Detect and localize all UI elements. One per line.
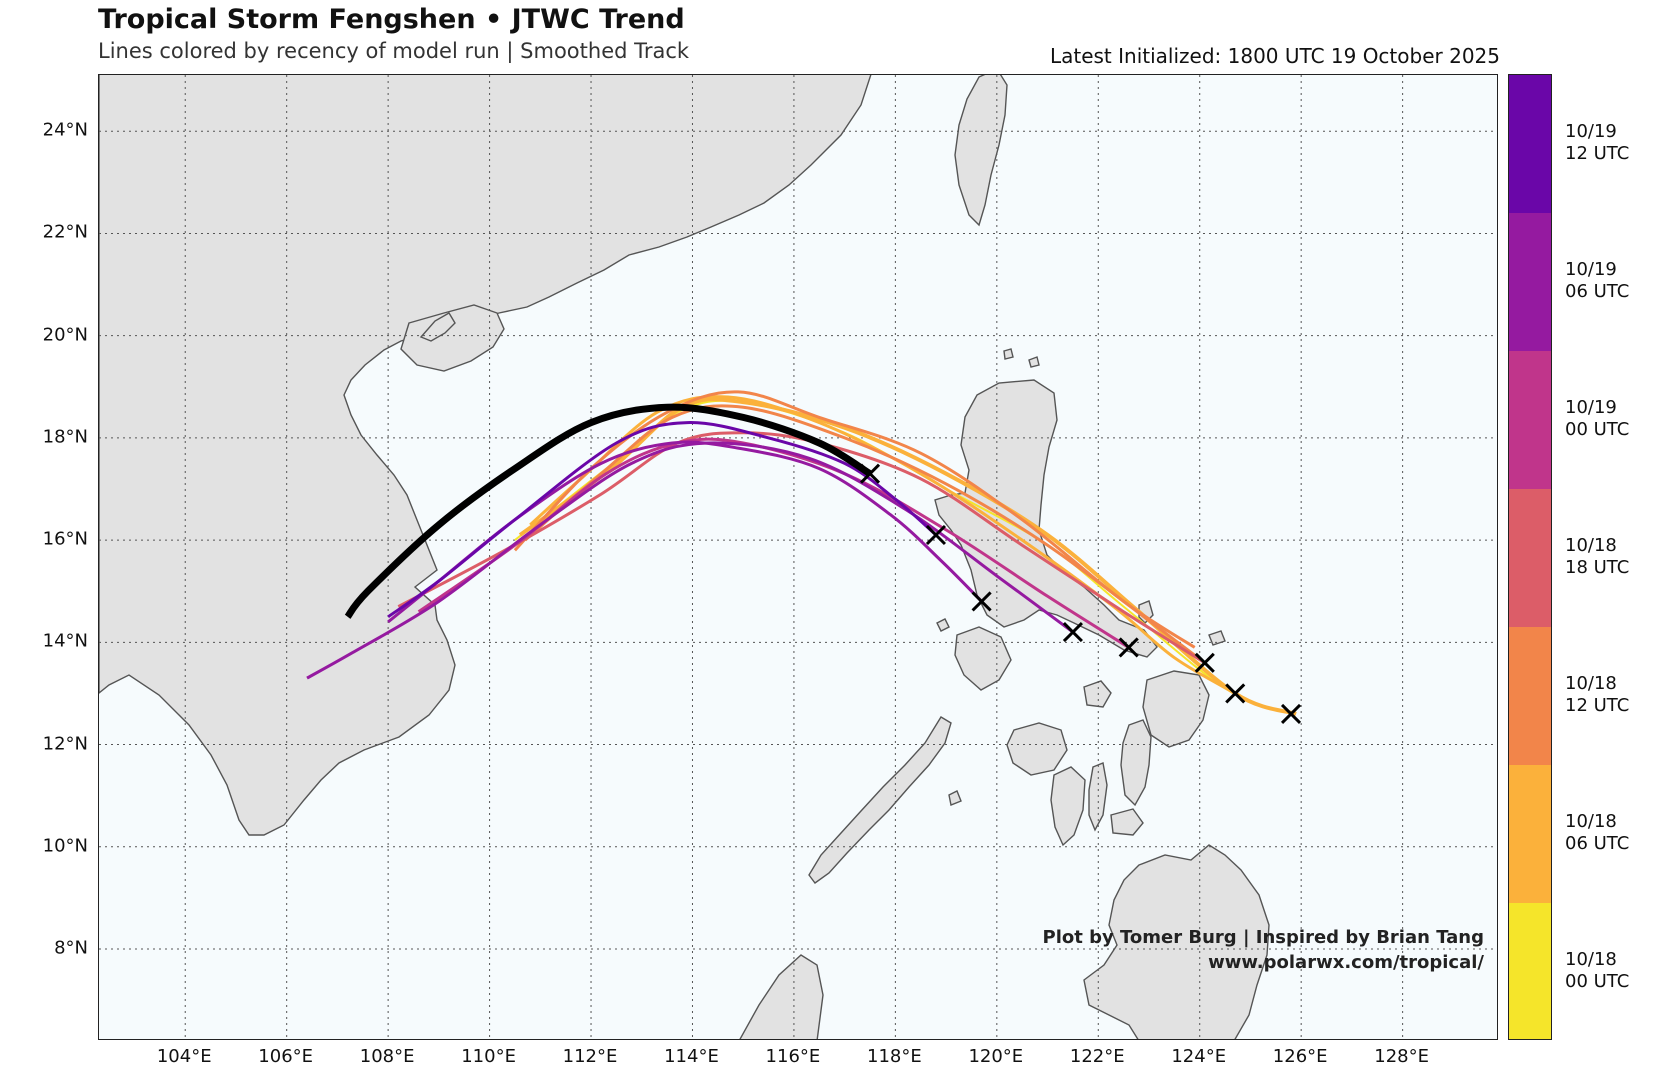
colorbar-segment bbox=[1509, 489, 1551, 628]
latitude-label: 20°N bbox=[42, 324, 88, 346]
panay-island bbox=[1006, 722, 1068, 776]
mindanao-island bbox=[1083, 844, 1270, 1039]
longitude-label: 124°E bbox=[1171, 1046, 1227, 1067]
latitude-label: 8°N bbox=[54, 937, 88, 959]
position-x-marker bbox=[1280, 703, 1302, 724]
colorbar-label: 10/18 06 UTC bbox=[1565, 811, 1629, 855]
colorbar-segment bbox=[1509, 765, 1551, 904]
latitude-label: 12°N bbox=[42, 733, 88, 755]
longitude-label: 108°E bbox=[359, 1046, 415, 1067]
latitude-label: 18°N bbox=[42, 426, 88, 448]
longitude-label: 122°E bbox=[1069, 1046, 1125, 1067]
map-canvas bbox=[99, 75, 1497, 1039]
colorbar-label: 10/19 00 UTC bbox=[1565, 397, 1629, 441]
small-island bbox=[1208, 630, 1226, 646]
latitude-label: 14°N bbox=[42, 630, 88, 652]
colorbar-date: 10/19 bbox=[1565, 259, 1617, 280]
leizhou-peninsula bbox=[419, 312, 456, 342]
colorbar-time: 00 UTC bbox=[1565, 419, 1630, 440]
credit-url: www.polarwx.com/tropical/ bbox=[1208, 952, 1484, 973]
negros-island bbox=[1050, 766, 1086, 847]
model-track-line bbox=[306, 441, 1074, 680]
credit-line: Plot by Tomer Burg | Inspired by Brian T… bbox=[1042, 927, 1484, 948]
colorbar-segment bbox=[1509, 903, 1551, 1039]
taiwan-island bbox=[954, 75, 1008, 227]
colorbar-time: 06 UTC bbox=[1565, 281, 1630, 302]
colorbar-label: 10/18 00 UTC bbox=[1565, 949, 1629, 993]
small-island bbox=[948, 790, 962, 806]
samar-island bbox=[1142, 670, 1210, 748]
model-track-line bbox=[387, 421, 937, 619]
model-track-line bbox=[344, 403, 872, 619]
colorbar-label: 10/19 12 UTC bbox=[1565, 121, 1629, 165]
colorbar-time: 12 UTC bbox=[1565, 143, 1630, 164]
small-island bbox=[1003, 348, 1014, 360]
latitude-label: 22°N bbox=[42, 221, 88, 243]
latest-initialized: Latest Initialized: 1800 UTC 19 October … bbox=[1049, 44, 1500, 68]
colorbar-date: 10/19 bbox=[1565, 121, 1617, 142]
colorbar-date: 10/18 bbox=[1565, 673, 1617, 694]
longitude-label: 126°E bbox=[1272, 1046, 1328, 1067]
colorbar-time: 18 UTC bbox=[1565, 557, 1630, 578]
colorbar-segment bbox=[1509, 351, 1551, 490]
colorbar-date: 10/18 bbox=[1565, 535, 1617, 556]
longitude-label: 104°E bbox=[156, 1046, 212, 1067]
position-x-marker bbox=[925, 524, 947, 546]
colorbar-date: 10/18 bbox=[1565, 811, 1617, 832]
mainland-asia bbox=[99, 75, 872, 836]
position-x-marker bbox=[1118, 637, 1139, 658]
colorbar-segment bbox=[1509, 75, 1551, 214]
latitude-label: 16°N bbox=[42, 528, 88, 550]
longitude-label: 118°E bbox=[867, 1046, 922, 1067]
palawan-island bbox=[808, 716, 952, 884]
plot-title: Tropical Storm Fengshen • JTWC Trend bbox=[98, 4, 685, 35]
longitude-label: 110°E bbox=[461, 1046, 516, 1067]
colorbar-segment bbox=[1509, 627, 1551, 766]
model-track-line bbox=[524, 404, 1206, 664]
plot-subtitle: Lines colored by recency of model run | … bbox=[98, 39, 690, 63]
latitude-label: 10°N bbox=[42, 835, 88, 857]
longitude-label: 112°E bbox=[562, 1046, 618, 1067]
longitude-label: 120°E bbox=[968, 1046, 1024, 1067]
longitude-label: 128°E bbox=[1374, 1046, 1429, 1067]
position-x-marker bbox=[859, 463, 881, 484]
bohol-island bbox=[1110, 808, 1144, 836]
position-x-marker bbox=[1225, 683, 1246, 704]
position-x-marker bbox=[971, 591, 992, 612]
graticule bbox=[99, 75, 1497, 1039]
colorbar-segment bbox=[1509, 213, 1551, 352]
borneo-coast bbox=[739, 954, 824, 1039]
leyte-island bbox=[1120, 719, 1152, 807]
colorbar-time: 00 UTC bbox=[1565, 971, 1630, 992]
colorbar-label: 10/18 12 UTC bbox=[1565, 673, 1629, 717]
luzon-island bbox=[934, 379, 1158, 658]
longitude-label: 116°E bbox=[765, 1046, 821, 1067]
longitude-label: 114°E bbox=[664, 1046, 719, 1067]
colorbar-time: 06 UTC bbox=[1565, 833, 1630, 854]
colorbar-date: 10/19 bbox=[1565, 397, 1617, 418]
model-tracks bbox=[306, 390, 1297, 716]
small-island bbox=[1028, 356, 1040, 368]
colorbar bbox=[1508, 74, 1552, 1040]
position-x-marker bbox=[1194, 652, 1215, 673]
latitude-label: 24°N bbox=[42, 119, 88, 141]
hainan-island bbox=[400, 304, 505, 372]
colorbar-label: 10/19 06 UTC bbox=[1565, 259, 1629, 303]
map-panel bbox=[98, 74, 1498, 1040]
model-track-line bbox=[397, 431, 1206, 665]
colorbar-time: 12 UTC bbox=[1565, 695, 1630, 716]
current-position-markers bbox=[859, 463, 1302, 724]
longitude-label: 106°E bbox=[258, 1046, 314, 1067]
colorbar-label: 10/18 18 UTC bbox=[1565, 535, 1629, 579]
position-x-marker bbox=[1062, 622, 1083, 643]
small-island bbox=[936, 618, 950, 632]
colorbar-date: 10/18 bbox=[1565, 949, 1617, 970]
